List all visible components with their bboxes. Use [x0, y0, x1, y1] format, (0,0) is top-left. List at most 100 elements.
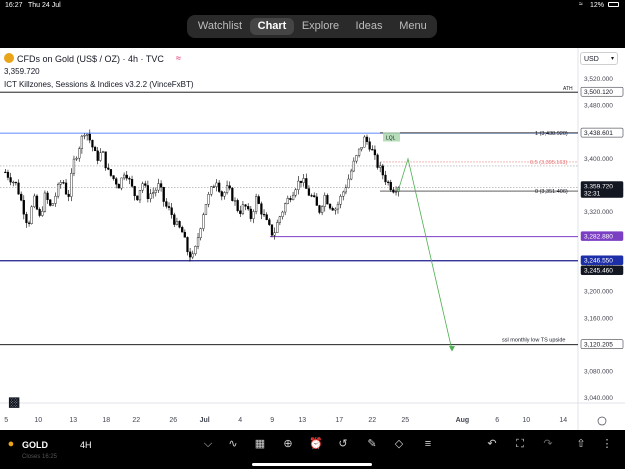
- undo-icon[interactable]: ↶: [487, 438, 497, 450]
- ssl-label: ssl monthly low TS upside: [502, 338, 565, 344]
- candle-body: [268, 219, 271, 225]
- candle-body: [231, 187, 234, 201]
- axis-settings-icon[interactable]: [597, 416, 607, 426]
- symbol-title[interactable]: CFDs on Gold (US$ / OZ) · 4h · TVC: [17, 54, 164, 64]
- price-label: 3,438.601: [584, 130, 613, 137]
- redo-icon[interactable]: ↷: [543, 438, 553, 450]
- candle-body: [146, 185, 150, 200]
- candle-body: [138, 189, 142, 201]
- candle-body: [236, 200, 239, 211]
- candle-body: [252, 211, 255, 219]
- candle-body: [365, 136, 369, 142]
- candle-body: [152, 192, 155, 194]
- time-tick: 10: [522, 417, 530, 424]
- share-icon[interactable]: ⇧: [576, 438, 586, 450]
- candle-body: [357, 148, 361, 156]
- candle-body: [202, 214, 205, 229]
- bottom-symbol[interactable]: GOLD: [22, 440, 48, 450]
- time-tick: 18: [102, 417, 110, 424]
- candle-body: [350, 170, 353, 180]
- brush-icon[interactable]: ✎: [367, 438, 377, 450]
- candle-body: [6, 171, 10, 178]
- status-time: 16:27: [5, 2, 23, 9]
- candle-body: [64, 182, 68, 195]
- price-label: 32:31: [584, 191, 601, 198]
- candle-body: [215, 182, 218, 187]
- tab-watchlist[interactable]: Watchlist: [197, 20, 243, 32]
- tab-ideas[interactable]: Ideas: [355, 20, 383, 32]
- candle-body: [299, 180, 303, 183]
- candles-icon[interactable]: ⌵: [203, 438, 213, 450]
- candle-body: [78, 148, 81, 159]
- time-tick: 10: [34, 417, 42, 424]
- price-tick: 3,160.000: [584, 315, 613, 322]
- time-tick: 5: [4, 417, 8, 424]
- candle-body: [165, 201, 168, 207]
- candle-body: [107, 167, 110, 170]
- candle-body: [305, 178, 308, 189]
- candle-body: [289, 198, 292, 201]
- chart-area[interactable]: LQL ATH 1 (3,438.920) 0.5 (3,395.163) 0 (3,3…: [0, 48, 625, 430]
- candle-body: [389, 181, 392, 191]
- tab-chart[interactable]: Chart: [250, 18, 294, 35]
- fullscreen-icon[interactable]: ⛶: [516, 438, 524, 450]
- chevron-down-icon: ▾: [610, 56, 614, 62]
- battery-icon: [608, 2, 619, 7]
- candle-body: [336, 204, 340, 210]
- candle-body: [46, 192, 49, 200]
- time-tick: 13: [298, 417, 306, 424]
- candle-body: [149, 193, 152, 200]
- indicator-label[interactable]: ICT Killzones, Sessions & Indices v3.2.2…: [4, 80, 194, 89]
- candle-body: [91, 139, 94, 148]
- candle-body: [12, 181, 15, 184]
- currency-selector[interactable]: USD ▾: [580, 52, 618, 65]
- candle-body: [220, 191, 223, 197]
- home-indicator: [252, 463, 372, 466]
- replay-icon[interactable]: ↺: [338, 438, 348, 450]
- candle-body: [284, 203, 287, 213]
- indicators-icon[interactable]: ∿: [228, 438, 238, 450]
- bottom-toolbar: ● GOLD Closes 16:25 4H ⌵ ∿ ▦ ⊕ ⏰ ↺ ✎ ◇ ≡…: [0, 430, 625, 469]
- candle-body: [315, 196, 318, 206]
- candle-body: [183, 231, 186, 238]
- interval-button[interactable]: 4H: [80, 440, 92, 450]
- battery-level: 12%: [590, 2, 605, 9]
- candle-body: [178, 221, 181, 228]
- price-chart[interactable]: LQL ATH 1 (3,438.920) 0.5 (3,395.163) 0 (3,3…: [0, 48, 625, 430]
- candle-body: [4, 171, 7, 174]
- tab-menu[interactable]: Menu: [399, 20, 427, 32]
- candle-body: [154, 189, 157, 193]
- candle-body: [43, 192, 47, 212]
- layers-icon[interactable]: ◇: [394, 438, 404, 450]
- wifi-icon: ≈: [579, 1, 583, 8]
- alarm-icon[interactable]: ⏰: [309, 438, 323, 450]
- candle-body: [204, 204, 208, 215]
- candle-body: [278, 216, 282, 223]
- candle-body: [49, 199, 52, 206]
- candle-body: [394, 191, 398, 193]
- candle-body: [22, 200, 25, 215]
- candle-body: [344, 187, 348, 193]
- candle-body: [141, 183, 144, 191]
- candle-body: [17, 182, 20, 195]
- time-tick: 13: [69, 417, 77, 424]
- waves-icon[interactable]: ≈: [176, 53, 181, 63]
- time-tick: Jul: [200, 417, 210, 424]
- candle-body: [379, 165, 382, 168]
- price-label-box: [580, 86, 624, 97]
- tab-explore[interactable]: Explore: [301, 20, 340, 32]
- status-date: Thu 24 Jul: [28, 2, 61, 9]
- price-label: 3,500.120: [584, 89, 613, 96]
- layout-grid-icon[interactable]: ▦: [254, 438, 266, 450]
- more-icon[interactable]: ⋮: [601, 438, 613, 450]
- candle-body: [270, 224, 274, 236]
- add-icon[interactable]: ⊕: [283, 438, 293, 450]
- price-tick: 3,080.000: [584, 368, 613, 375]
- settings-sliders-icon[interactable]: ≡: [424, 438, 432, 450]
- nav-tab-bar: Watchlist Chart Explore Ideas Menu: [187, 15, 437, 38]
- time-tick: 6: [495, 417, 499, 424]
- price-tick: 3,400.000: [584, 156, 613, 163]
- candle-body: [326, 195, 329, 205]
- candle-body: [175, 221, 179, 225]
- candle-body: [384, 174, 387, 183]
